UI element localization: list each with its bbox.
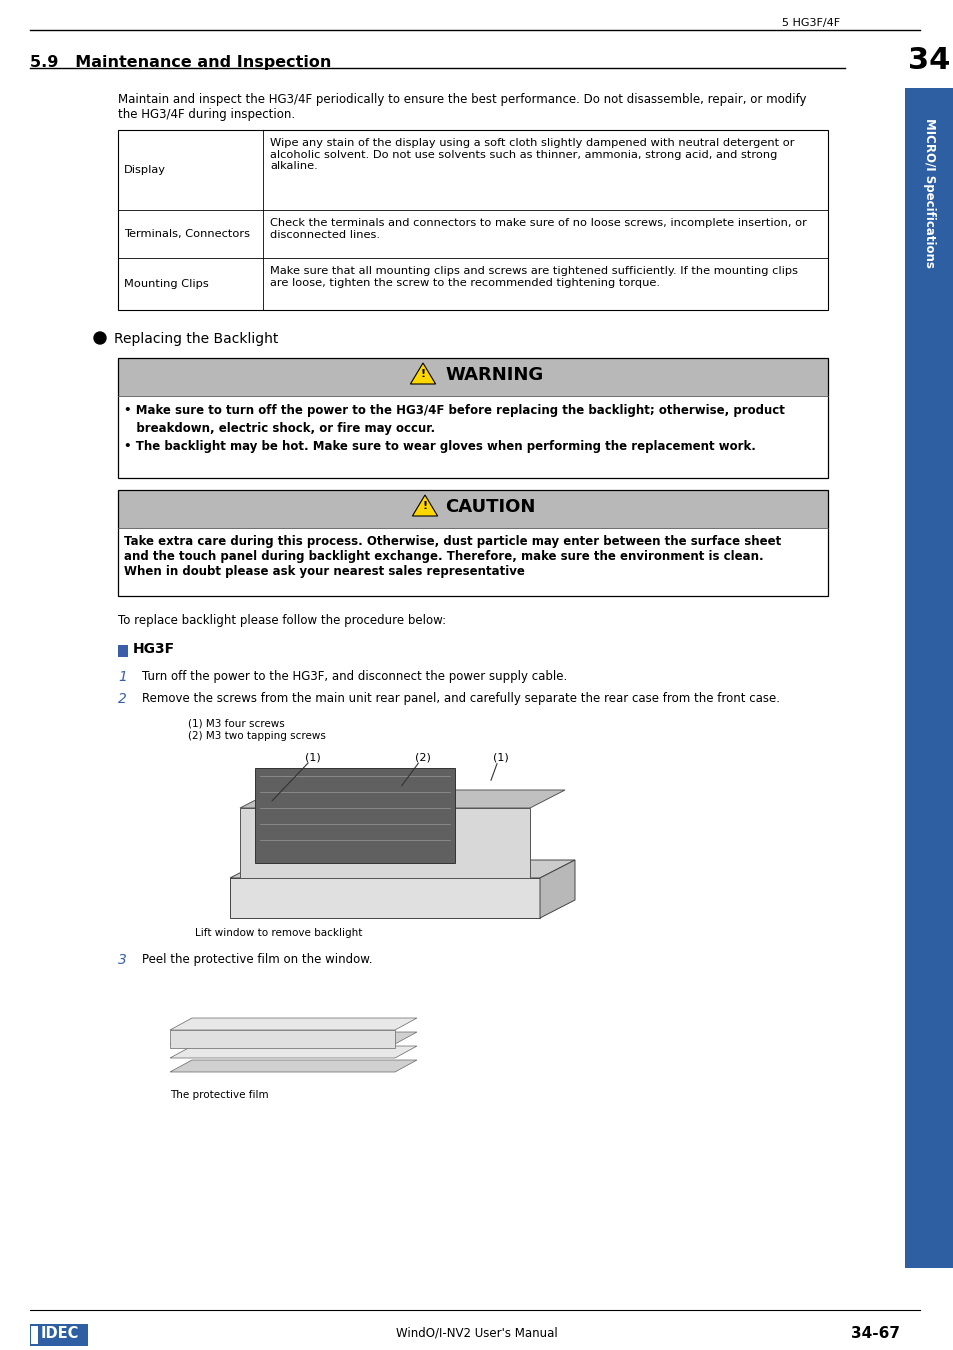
Bar (118, 528, 827, 595)
Text: 34: 34 (907, 46, 950, 76)
Text: HG3F: HG3F (132, 643, 175, 656)
Text: Mounting Clips: Mounting Clips (124, 279, 209, 289)
Polygon shape (230, 860, 575, 878)
Text: Maintain and inspect the HG3/4F periodically to ensure the best performance. Do : Maintain and inspect the HG3/4F periodic… (118, 93, 805, 122)
Text: The protective film: The protective film (170, 1089, 269, 1100)
Text: (1) M3 four screws: (1) M3 four screws (188, 718, 284, 728)
Text: !: ! (420, 369, 425, 379)
Bar (118, 490, 827, 595)
Text: 5 HG3F/4F: 5 HG3F/4F (781, 18, 840, 28)
Bar (30, 1326, 38, 1345)
Text: 34-67: 34-67 (850, 1326, 899, 1341)
Text: Wipe any stain of the display using a soft cloth slightly dampened with neutral : Wipe any stain of the display using a so… (270, 138, 794, 171)
Text: Check the terminals and connectors to make sure of no loose screws, incomplete i: Check the terminals and connectors to ma… (270, 217, 806, 239)
Text: IDEC: IDEC (41, 1326, 79, 1341)
Text: Terminals, Connectors: Terminals, Connectors (124, 230, 250, 239)
Text: 2: 2 (118, 693, 127, 706)
Circle shape (94, 332, 106, 344)
Bar (118, 645, 128, 657)
Text: WARNING: WARNING (444, 366, 542, 383)
Polygon shape (170, 1060, 416, 1072)
Polygon shape (412, 495, 437, 516)
Text: WindO/I-NV2 User's Manual: WindO/I-NV2 User's Manual (395, 1326, 558, 1339)
Bar (904, 38, 953, 1268)
Text: Take extra care during this process. Otherwise, dust particle may enter between : Take extra care during this process. Oth… (124, 535, 781, 578)
Text: (1): (1) (493, 753, 508, 763)
Text: Peel the protective film on the window.: Peel the protective film on the window. (142, 953, 372, 967)
Bar (118, 490, 827, 528)
Text: (2): (2) (415, 753, 431, 763)
Text: 3: 3 (118, 953, 127, 967)
Bar (118, 130, 827, 310)
Bar (118, 358, 827, 396)
Text: 5.9   Maintenance and Inspection: 5.9 Maintenance and Inspection (30, 55, 331, 70)
Text: • The backlight may be hot. Make sure to wear gloves when performing the replace: • The backlight may be hot. Make sure to… (124, 440, 755, 454)
Bar (30, 1324, 88, 1346)
Polygon shape (230, 878, 539, 918)
Text: To replace backlight please follow the procedure below:: To replace backlight please follow the p… (118, 614, 446, 626)
Polygon shape (240, 790, 564, 809)
Text: (2) M3 two tapping screws: (2) M3 two tapping screws (188, 730, 326, 741)
Polygon shape (170, 1031, 416, 1044)
Text: Make sure that all mounting clips and screws are tightened sufficiently. If the : Make sure that all mounting clips and sc… (270, 266, 797, 288)
Polygon shape (170, 1046, 416, 1058)
Polygon shape (410, 363, 436, 383)
Polygon shape (170, 1018, 416, 1030)
Text: Replacing the Backlight: Replacing the Backlight (113, 332, 278, 346)
Polygon shape (240, 809, 530, 878)
Text: !: ! (422, 501, 427, 512)
Bar (904, 38, 953, 88)
Text: Turn off the power to the HG3F, and disconnect the power supply cable.: Turn off the power to the HG3F, and disc… (142, 670, 567, 683)
Text: • Make sure to turn off the power to the HG3/4F before replacing the backlight; : • Make sure to turn off the power to the… (124, 404, 784, 417)
Polygon shape (539, 860, 575, 918)
Polygon shape (254, 768, 455, 863)
Text: Display: Display (124, 165, 166, 176)
Text: 1: 1 (118, 670, 127, 684)
Text: Remove the screws from the main unit rear panel, and carefully separate the rear: Remove the screws from the main unit rea… (142, 693, 780, 705)
Bar (118, 396, 827, 478)
Text: CAUTION: CAUTION (444, 498, 535, 516)
Polygon shape (170, 1030, 395, 1048)
Text: breakdown, electric shock, or fire may occur.: breakdown, electric shock, or fire may o… (124, 423, 435, 435)
Text: (1): (1) (305, 753, 320, 763)
Bar (118, 358, 827, 478)
Text: MICRO/I Specifications: MICRO/I Specifications (923, 117, 935, 267)
Text: Lift window to remove backlight: Lift window to remove backlight (194, 927, 362, 938)
